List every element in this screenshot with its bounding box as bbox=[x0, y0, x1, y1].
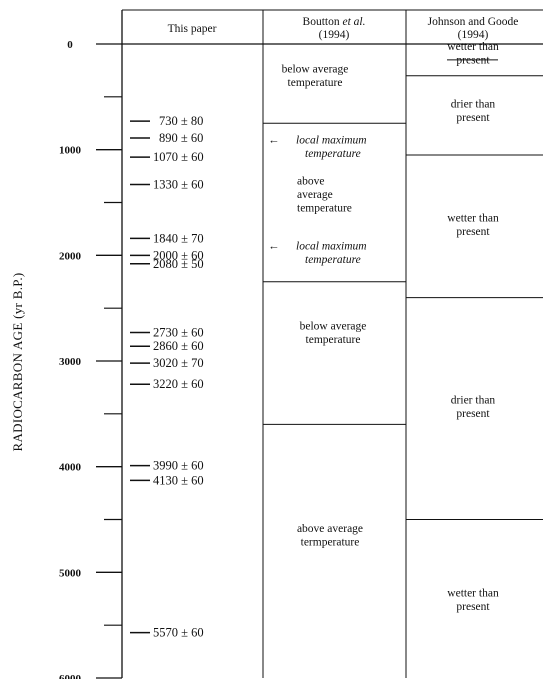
y-axis: 0 1000 2000 3000 4000 5000 6000 bbox=[59, 10, 123, 679]
boutton-interval-label: below average bbox=[282, 64, 349, 76]
boutton-column: below averagetemperatureaboveaveragetemp… bbox=[263, 64, 406, 549]
local-maximum-label: local maximum bbox=[296, 135, 367, 147]
johnson-interval-label: present bbox=[456, 601, 490, 613]
johnson-interval-label: drier than bbox=[451, 394, 496, 406]
date-label: 1840 ± 70 bbox=[153, 231, 204, 245]
date-label: 1330 ± 60 bbox=[153, 178, 204, 192]
date-label: 3990 ± 60 bbox=[153, 459, 204, 473]
table-grid bbox=[122, 10, 543, 678]
boutton-interval-label: termperature bbox=[301, 537, 360, 549]
y-tick-label: 0 bbox=[67, 39, 73, 51]
boutton-interval-label: temperature bbox=[288, 77, 343, 89]
y-tick-label: 2000 bbox=[59, 250, 82, 262]
header-this-paper: This paper bbox=[168, 23, 217, 35]
local-maximum-label: temperature bbox=[305, 254, 361, 266]
boutton-interval-label: average bbox=[297, 189, 333, 201]
date-label: 4130 ± 60 bbox=[153, 473, 204, 487]
date-label: 1070 ± 60 bbox=[153, 150, 204, 164]
date-label: 2860 ± 60 bbox=[153, 339, 204, 353]
y-tick-label: 6000 bbox=[59, 673, 82, 679]
date-label: 5570 ± 60 bbox=[153, 626, 204, 640]
johnson-interval-label: drier than bbox=[451, 98, 496, 110]
boutton-interval-label: temperature bbox=[306, 334, 361, 346]
y-axis-label: RADIOCARBON AGE (yr B.P.) bbox=[10, 272, 25, 451]
date-label: 730 ± 80 bbox=[159, 114, 203, 128]
date-label: 2000 ± 60 bbox=[153, 248, 204, 262]
boutton-interval-label: above average bbox=[297, 523, 363, 535]
johnson-interval-label: present bbox=[456, 408, 490, 420]
johnson-interval-label: wetter than bbox=[447, 588, 499, 600]
y-tick-label: 5000 bbox=[59, 567, 82, 579]
johnson-interval-label: wetter than bbox=[447, 41, 499, 53]
boutton-interval-label: temperature bbox=[297, 203, 352, 215]
left-arrow-icon: ← bbox=[268, 240, 280, 252]
y-tick-label: 3000 bbox=[59, 356, 82, 368]
table-header: This paper Boutton et al. (1994) Johnson… bbox=[122, 9, 543, 41]
header-boutton-year: (1994) bbox=[319, 29, 350, 41]
header-boutton: Boutton et al. bbox=[303, 16, 366, 28]
date-label: 890 ± 60 bbox=[159, 131, 203, 145]
johnson-interval-label: present bbox=[456, 112, 490, 124]
y-tick-label: 1000 bbox=[59, 145, 82, 157]
y-tick-label: 4000 bbox=[59, 462, 82, 474]
johnson-interval-label: wetter than bbox=[447, 213, 499, 225]
date-label: 2080 ± 50 bbox=[153, 257, 204, 271]
date-label: 2730 ± 60 bbox=[153, 325, 204, 339]
local-maximum-label: temperature bbox=[305, 148, 361, 160]
this-paper-dates: 730 ± 80 890 ± 60 1070 ± 60 1330 ± 60 1840 ±… bbox=[130, 114, 204, 640]
header-johnson: Johnson and Goode bbox=[428, 16, 519, 28]
local-maximum-label: local maximum bbox=[296, 240, 367, 252]
boutton-interval-label: below average bbox=[300, 320, 367, 332]
date-label: 3220 ± 60 bbox=[153, 377, 204, 391]
header-johnson-year: (1994) bbox=[458, 29, 489, 41]
boutton-interval-label: above bbox=[297, 176, 324, 188]
date-label: 3020 ± 70 bbox=[153, 356, 204, 370]
left-arrow-icon: ← bbox=[268, 135, 280, 147]
johnson-interval-label: present bbox=[456, 226, 490, 238]
